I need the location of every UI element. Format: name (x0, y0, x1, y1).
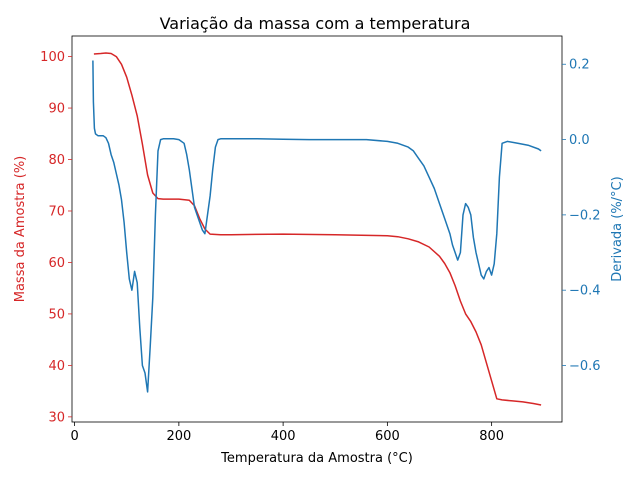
x-tick-label: 400 (271, 429, 296, 444)
y2-tick-label: −0.2 (569, 208, 601, 223)
y-tick-label: 70 (48, 204, 65, 219)
y2-tick-label: −0.6 (569, 359, 601, 374)
y-tick-label: 100 (40, 50, 65, 65)
y-tick-label: 90 (48, 102, 65, 117)
x-tick-label: 0 (70, 429, 78, 444)
y2-axis-label: Derivada (%/°C) (610, 176, 625, 281)
y2-tick-label: −0.4 (569, 284, 601, 299)
axes-frame (71, 35, 563, 423)
mass-series-line (93, 52, 542, 406)
y-tick-label: 30 (48, 410, 65, 425)
plot-area (92, 52, 542, 406)
series-layer (92, 52, 542, 406)
ticks-layer: 0 200 400 600 800 30 40 50 60 70 80 90 100 −0.6 −0.4 −0… (40, 50, 600, 444)
x-tick-label: 800 (479, 429, 504, 444)
axes-layer (71, 35, 563, 423)
x-axis-label: Temperatura da Amostra (°C) (220, 451, 413, 466)
chart-title: Variação da massa com a temperatura (160, 14, 471, 33)
y-tick-label: 60 (48, 256, 65, 271)
y-tick-label: 50 (48, 307, 65, 322)
y2-tick-label: 0.0 (569, 133, 590, 148)
x-tick-label: 200 (166, 429, 191, 444)
y-tick-label: 80 (48, 153, 65, 168)
y-axis-label: Massa da Amostra (%) (13, 156, 28, 303)
y-tick-label: 40 (48, 359, 65, 374)
y2-tick-label: 0.2 (569, 58, 590, 73)
x-tick-label: 600 (375, 429, 400, 444)
derivative-series-line (92, 60, 542, 393)
